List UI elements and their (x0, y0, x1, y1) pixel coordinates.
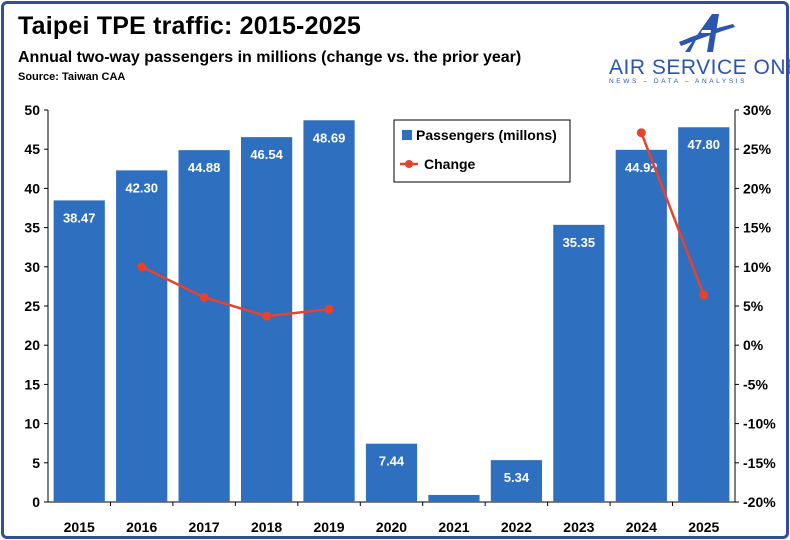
y-right-tick-label: 10% (743, 259, 772, 275)
bar-data-label: 5.34 (504, 470, 530, 485)
chart-subtitle: Annual two-way passengers in millions (c… (18, 49, 522, 66)
y-left-tick-label: 45 (24, 141, 40, 157)
x-tick-label: 2017 (189, 519, 220, 535)
aircraft-a-icon (679, 14, 735, 52)
bar-data-label: 44.88 (188, 160, 221, 175)
bar-data-label: 48.69 (313, 130, 346, 145)
x-tick-label: 2019 (313, 519, 344, 535)
y-right-tick-label: -15% (743, 455, 776, 471)
y-right-tick-label: 5% (743, 298, 764, 314)
change-point-2025 (699, 290, 709, 300)
change-point-2016 (137, 262, 147, 272)
x-tick-label: 2016 (126, 519, 157, 535)
bar-2021 (428, 494, 480, 502)
y-right-tick-label: 20% (743, 180, 772, 196)
bar-data-label: 46.54 (250, 147, 283, 162)
bar-2017 (178, 150, 230, 502)
y-right-tick-label: 0% (743, 337, 764, 353)
y-right-tick-label: -20% (743, 494, 776, 510)
bar-2015 (53, 200, 105, 502)
bar-2016 (116, 170, 168, 503)
y-left-tick-label: 25 (24, 298, 40, 314)
y-right-tick-label: 15% (743, 220, 772, 236)
bar-data-label: 44.92 (625, 160, 658, 175)
y-left-tick-label: 35 (24, 220, 40, 236)
chart-title: Taipei TPE traffic: 2015-2025 (18, 12, 361, 40)
y-left-tick-label: 10 (24, 416, 40, 432)
logo-tagline: NEWS – DATA – ANALYSIS (609, 78, 748, 85)
bar-data-label: 38.47 (63, 210, 96, 225)
x-tick-label: 2018 (251, 519, 282, 535)
bar-data-label: 47.80 (687, 137, 720, 152)
x-tick-label: 2024 (626, 519, 657, 535)
y-right-tick-label: -5% (743, 376, 768, 392)
change-point-2019 (324, 304, 334, 314)
y-left-tick-label: 20 (24, 337, 40, 353)
bar-2020 (365, 443, 418, 502)
change-line-segment (141, 265, 330, 318)
x-tick-label: 2022 (501, 519, 532, 535)
y-left-tick-label: 30 (24, 259, 40, 275)
x-tick-label: 2015 (64, 519, 95, 535)
change-point-2018 (262, 311, 272, 321)
y-left-tick-label: 5 (32, 455, 40, 471)
air-service-one-logo: AIR SERVICE ONE NEWS – DATA – ANALYSIS (609, 12, 790, 85)
x-tick-label: 2023 (563, 519, 594, 535)
y-left-tick-label: 0 (32, 494, 40, 510)
change-point-2017 (199, 292, 209, 302)
y-right-tick-label: 25% (743, 141, 772, 157)
legend-marker-change (405, 160, 413, 168)
change-point-2024 (636, 128, 646, 138)
y-left-tick-label: 15 (24, 376, 40, 392)
logo-wordmark: AIR SERVICE ONE (609, 56, 790, 79)
bar-data-label: 35.35 (563, 235, 596, 250)
x-tick-label: 2020 (376, 519, 407, 535)
bar-data-label: 42.30 (125, 180, 158, 195)
legend-label-change: Change (424, 156, 476, 172)
legend-label-passengers: Passengers (millons) (416, 127, 557, 143)
bar-2025 (678, 127, 730, 503)
passenger-chart: 05101520253035404550-20%-15%-10%-5%0%5%1… (24, 102, 776, 535)
y-left-tick-label: 50 (24, 102, 40, 118)
chart-source: Source: Taiwan CAA (18, 71, 126, 83)
legend-box (393, 119, 571, 183)
bar-2023 (553, 224, 605, 502)
y-right-tick-label: -10% (743, 416, 776, 432)
x-tick-label: 2025 (688, 519, 719, 535)
y-left-tick-label: 40 (24, 180, 40, 196)
legend-swatch-passengers (402, 130, 412, 140)
bar-2022 (490, 460, 543, 502)
change-line-segment (640, 132, 705, 296)
y-right-tick-label: 30% (743, 102, 772, 118)
bar-2024 (615, 149, 667, 502)
x-tick-label: 2021 (438, 519, 469, 535)
bar-data-label: 7.44 (379, 454, 405, 469)
